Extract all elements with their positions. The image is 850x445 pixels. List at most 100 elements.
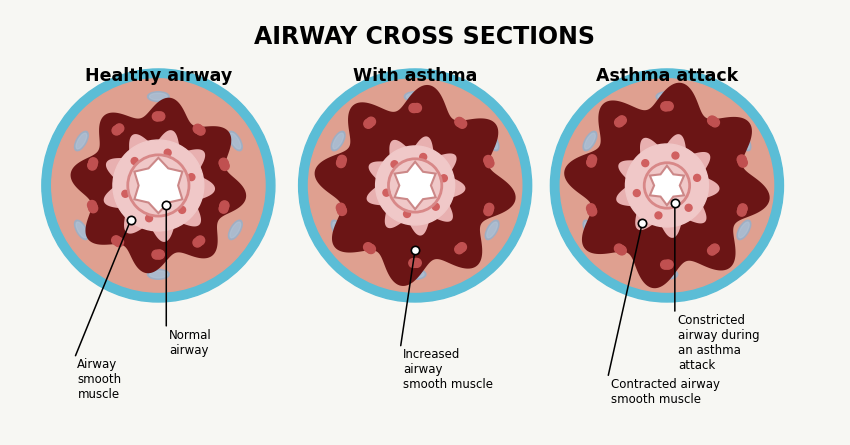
Ellipse shape xyxy=(230,222,241,238)
Circle shape xyxy=(694,174,700,181)
Circle shape xyxy=(366,117,376,126)
Circle shape xyxy=(364,119,372,128)
Ellipse shape xyxy=(485,220,499,239)
Ellipse shape xyxy=(148,92,169,101)
Circle shape xyxy=(88,203,97,212)
Circle shape xyxy=(588,207,597,216)
Circle shape xyxy=(164,149,171,156)
Circle shape xyxy=(737,207,746,216)
Ellipse shape xyxy=(485,131,499,151)
Circle shape xyxy=(220,162,230,170)
Circle shape xyxy=(456,118,465,127)
Circle shape xyxy=(672,152,679,159)
Circle shape xyxy=(660,102,670,111)
Circle shape xyxy=(587,157,596,166)
Circle shape xyxy=(178,206,185,213)
Ellipse shape xyxy=(583,220,597,239)
Circle shape xyxy=(114,237,122,246)
Ellipse shape xyxy=(737,131,751,151)
Circle shape xyxy=(456,243,466,252)
Circle shape xyxy=(88,161,97,170)
Circle shape xyxy=(560,79,774,292)
Circle shape xyxy=(484,207,493,216)
Text: Asthma attack: Asthma attack xyxy=(596,67,738,85)
Circle shape xyxy=(616,245,626,254)
Circle shape xyxy=(88,204,98,213)
Circle shape xyxy=(707,246,717,255)
Circle shape xyxy=(665,102,673,111)
Circle shape xyxy=(409,104,418,113)
Circle shape xyxy=(113,125,122,134)
Circle shape xyxy=(219,202,229,211)
Circle shape xyxy=(88,201,96,210)
Circle shape xyxy=(626,144,708,227)
Circle shape xyxy=(391,161,398,168)
Ellipse shape xyxy=(229,220,242,239)
Polygon shape xyxy=(314,85,516,286)
Circle shape xyxy=(587,155,597,164)
Circle shape xyxy=(298,69,531,302)
Ellipse shape xyxy=(150,93,167,100)
Circle shape xyxy=(615,244,623,253)
Ellipse shape xyxy=(405,269,426,279)
Circle shape xyxy=(412,104,422,112)
Circle shape xyxy=(152,250,161,259)
Ellipse shape xyxy=(333,133,343,149)
Ellipse shape xyxy=(656,92,677,101)
Polygon shape xyxy=(366,136,466,235)
Text: Constricted
airway during
an asthma
attack: Constricted airway during an asthma atta… xyxy=(677,314,759,372)
Ellipse shape xyxy=(150,271,167,278)
Text: Increased
airway
smooth muscle: Increased airway smooth muscle xyxy=(403,348,493,392)
Circle shape xyxy=(196,236,205,245)
Circle shape xyxy=(617,116,626,125)
Circle shape xyxy=(42,69,275,302)
Circle shape xyxy=(664,260,673,269)
Circle shape xyxy=(88,160,97,169)
Circle shape xyxy=(485,159,494,168)
Circle shape xyxy=(337,159,345,168)
Circle shape xyxy=(739,204,747,213)
Circle shape xyxy=(156,112,165,121)
Circle shape xyxy=(617,246,626,255)
Circle shape xyxy=(383,189,390,196)
Circle shape xyxy=(737,155,746,164)
Ellipse shape xyxy=(76,133,87,149)
Circle shape xyxy=(587,206,597,215)
Polygon shape xyxy=(394,162,436,209)
Circle shape xyxy=(188,174,195,181)
Text: Normal
airway: Normal airway xyxy=(169,329,212,356)
Text: AIRWAY CROSS SECTIONS: AIRWAY CROSS SECTIONS xyxy=(254,24,596,49)
Circle shape xyxy=(52,79,265,292)
Ellipse shape xyxy=(739,133,749,149)
Ellipse shape xyxy=(333,222,343,238)
Circle shape xyxy=(412,259,422,267)
Circle shape xyxy=(112,126,121,135)
Ellipse shape xyxy=(658,271,676,278)
Ellipse shape xyxy=(75,220,88,239)
Circle shape xyxy=(337,158,346,166)
Circle shape xyxy=(615,117,625,126)
Circle shape xyxy=(365,119,374,128)
Circle shape xyxy=(711,118,719,127)
Circle shape xyxy=(738,156,746,165)
Circle shape xyxy=(337,203,345,212)
Ellipse shape xyxy=(583,131,597,151)
Text: With asthma: With asthma xyxy=(353,67,478,85)
Circle shape xyxy=(433,203,439,210)
Text: Contracted airway
smooth muscle: Contracted airway smooth muscle xyxy=(610,378,720,406)
Circle shape xyxy=(411,259,420,267)
Circle shape xyxy=(111,236,121,245)
Circle shape xyxy=(484,203,494,212)
Polygon shape xyxy=(564,83,769,288)
Circle shape xyxy=(115,124,124,133)
Polygon shape xyxy=(616,134,720,238)
Circle shape xyxy=(710,245,718,254)
Circle shape xyxy=(484,157,493,166)
Circle shape xyxy=(113,140,204,231)
Circle shape xyxy=(194,125,203,134)
Ellipse shape xyxy=(739,222,749,238)
Circle shape xyxy=(219,158,228,167)
Ellipse shape xyxy=(148,269,169,279)
Circle shape xyxy=(586,204,596,213)
Ellipse shape xyxy=(656,269,677,279)
